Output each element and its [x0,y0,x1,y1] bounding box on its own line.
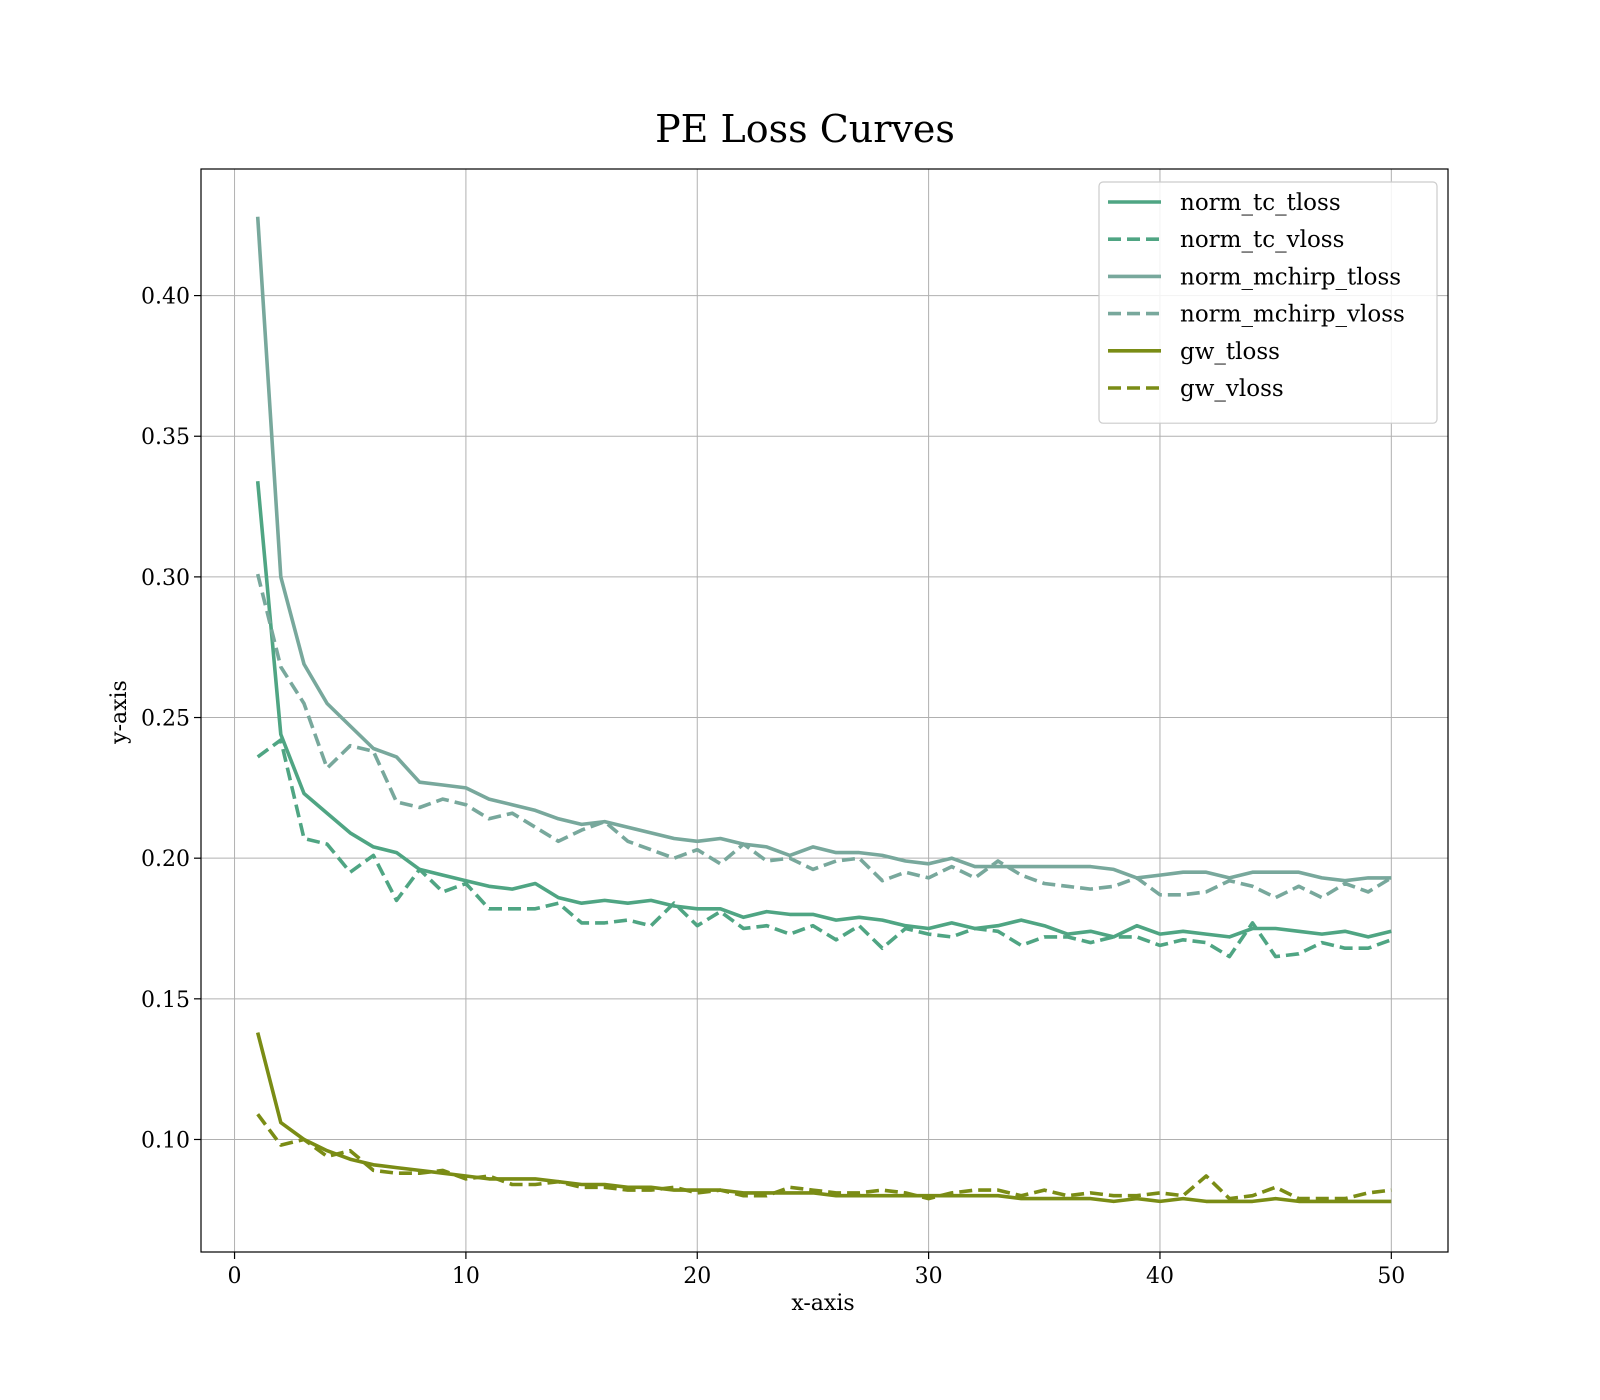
y-tick-label: 0.35 [141,425,190,450]
legend-label-norm-mchirp-vloss: norm_mchirp_vloss [1180,302,1405,328]
series-line-norm-tc-tloss [255,481,1392,939]
plot-frame [200,168,1449,1253]
legend: norm_tc_tloss norm_tc_vloss norm_mchirp_tl… [1098,181,1438,424]
x-tick-label: 10 [452,1264,480,1289]
x-tick-label: 40 [1146,1264,1174,1289]
y-tick-label: 0.30 [141,566,190,591]
y-axis-ticks: 0.10 0.15 0.20 0.25 0.30 0.35 0.40 [141,285,201,1153]
x-tick-label: 30 [915,1264,943,1289]
x-tick-label: 50 [1377,1264,1405,1289]
legend-label-gw-vloss: gw_vloss [1180,376,1284,402]
series-layer [255,216,1393,1204]
legend-box [1098,181,1438,424]
x-axis-ticks: 0 10 20 30 40 50 [228,1252,1405,1289]
legend-label-norm-tc-vloss: norm_tc_vloss [1180,227,1344,253]
y-tick-label: 0.25 [141,707,190,732]
y-tick-label: 0.40 [141,285,190,310]
series-line-norm-mchirp-tloss [255,216,1392,883]
y-tick-label: 0.15 [141,988,190,1013]
legend-label-norm-tc-tloss: norm_tc_tloss [1180,190,1341,216]
x-tick-label: 20 [683,1264,711,1289]
y-gridlines [201,295,1448,1140]
legend-label-norm-mchirp-tloss: norm_mchirp_tloss [1180,264,1401,290]
series-line-norm-tc-vloss [256,738,1392,959]
series-line-norm-mchirp-vloss [255,573,1393,900]
legend-label-gw-tloss: gw_tloss [1180,339,1280,365]
series-line-gw-vloss [256,1113,1392,1201]
x-tick-label: 0 [228,1264,242,1289]
x-axis-label: x-axis [791,1291,854,1316]
y-tick-label: 0.20 [141,847,190,872]
y-axis-label: y-axis [107,680,132,745]
chart-title: PE Loss Curves [655,107,955,151]
y-tick-label: 0.10 [141,1128,190,1153]
